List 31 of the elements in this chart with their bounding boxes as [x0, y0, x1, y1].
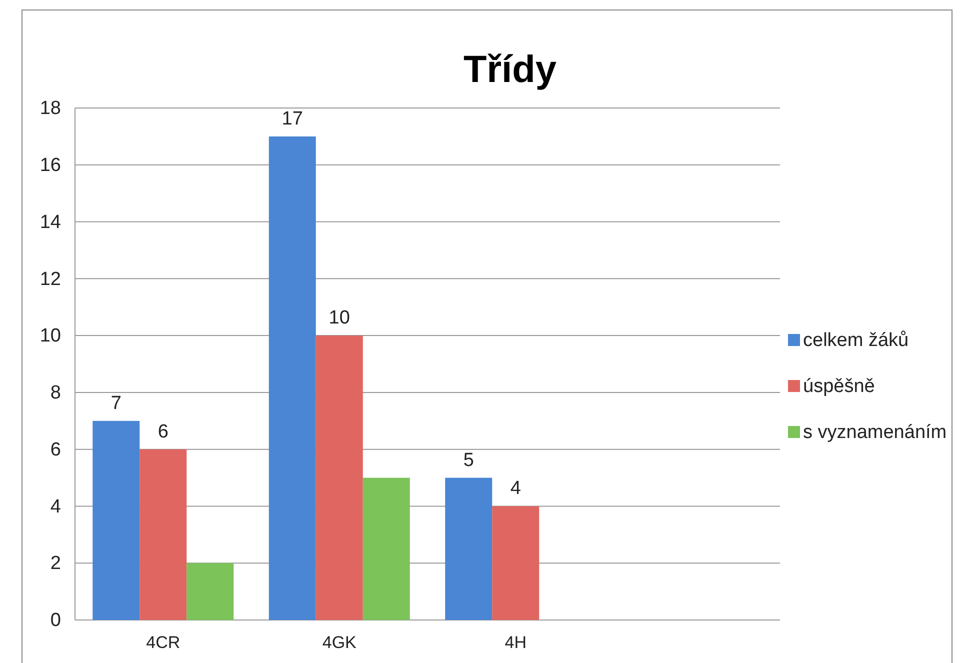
y-tick-label: 2	[50, 553, 61, 574]
bar	[268, 136, 316, 620]
y-tick-label: 4	[50, 496, 62, 518]
y-tick-label: 16	[40, 154, 61, 176]
data-label: 5	[463, 450, 474, 471]
bar	[362, 478, 410, 620]
legend-label: úspěšně	[803, 376, 875, 397]
y-tick-label: 12	[40, 268, 61, 290]
bar	[316, 336, 363, 620]
x-tick-label: 4CR	[146, 633, 180, 652]
bar	[92, 420, 140, 620]
x-tick-label: 4GK	[322, 633, 358, 652]
y-tick-label: 0	[50, 610, 61, 632]
y-tick-label: 18	[40, 98, 61, 120]
y-tick-label: 14	[40, 212, 62, 233]
y-tick-label: 8	[50, 382, 61, 404]
y-tick-label: 10	[40, 326, 61, 347]
legend-label: s vyznamenáním	[803, 422, 947, 443]
bar	[140, 449, 187, 620]
bar	[445, 478, 492, 620]
y-tick-label: 6	[50, 439, 61, 460]
data-label: 4	[510, 478, 522, 500]
data-label: 10	[328, 308, 350, 329]
bar	[492, 506, 540, 620]
chart-title: Třídy	[464, 49, 556, 91]
data-label: 17	[282, 108, 303, 130]
data-label: 6	[158, 421, 168, 442]
legend-label: celkem žáků	[803, 330, 909, 351]
x-tick-label: 4H	[504, 633, 526, 652]
data-label: 7	[110, 392, 122, 414]
bar	[186, 563, 234, 620]
